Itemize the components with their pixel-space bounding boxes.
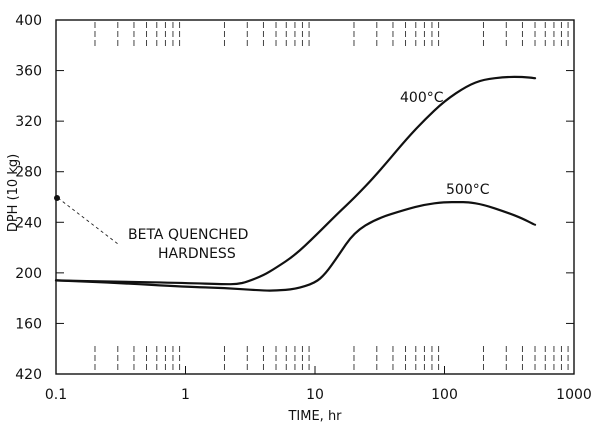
series-label-500c: 500°C [446, 182, 490, 198]
series-line-400c [54, 75, 537, 286]
series-lines [54, 75, 537, 292]
y-tick-label: 240 [15, 215, 42, 231]
series-label-400c: 400°C [400, 90, 444, 106]
x-tick-label: 1 [181, 387, 190, 403]
x-tick-label: 1000 [556, 387, 592, 403]
y-tick-label: 360 [15, 64, 42, 80]
plot-frame [55, 19, 575, 375]
y-axis-title: DPH (10 kg) [6, 154, 21, 232]
annotation-hardness: HARDNESS [158, 246, 236, 262]
y-tick-label: 400 [15, 13, 42, 29]
y-axis: 420 160 200 240 280 320 360 400 [15, 13, 574, 383]
start-marker [54, 195, 60, 201]
vertical-hash-marks [94, 22, 569, 372]
y-tick-label: 280 [15, 165, 42, 181]
x-axis: 0.1 1 10 100 1000 [45, 366, 592, 403]
annotation-beta-quenched: BETA QUENCHED [128, 227, 248, 243]
x-tick-label: 10 [306, 387, 324, 403]
y-tick-label: 420 [15, 367, 42, 383]
x-tick-label: 0.1 [45, 387, 67, 403]
annotation-leader-line [57, 197, 119, 245]
series-line-500c [54, 200, 537, 292]
y-tick-label: 160 [15, 316, 42, 332]
x-axis-title: TIME, hr [287, 409, 342, 424]
y-tick-label: 200 [15, 266, 42, 282]
y-tick-label: 320 [15, 114, 42, 130]
x-tick-label: 100 [431, 387, 458, 403]
